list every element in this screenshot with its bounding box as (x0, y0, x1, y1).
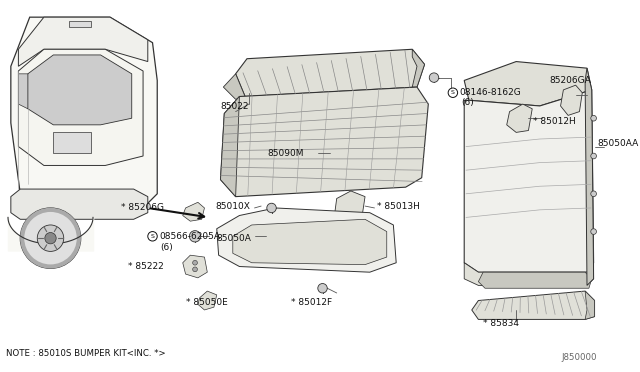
Circle shape (45, 232, 56, 244)
Polygon shape (236, 49, 424, 96)
Polygon shape (464, 90, 594, 272)
Text: J850000: J850000 (561, 353, 596, 362)
Circle shape (267, 203, 276, 213)
Text: * 85012H: * 85012H (533, 116, 576, 126)
Polygon shape (217, 208, 396, 272)
Text: S: S (451, 90, 455, 95)
Text: 08566-6205A: 08566-6205A (159, 232, 220, 241)
Polygon shape (585, 291, 595, 320)
Circle shape (189, 231, 201, 242)
Text: 08146-8162G: 08146-8162G (460, 88, 521, 97)
Text: (6): (6) (160, 243, 173, 252)
Polygon shape (19, 74, 28, 109)
Text: (6): (6) (461, 98, 474, 107)
Polygon shape (464, 263, 594, 285)
Text: * 85222: * 85222 (128, 262, 164, 271)
Circle shape (429, 73, 438, 82)
Circle shape (591, 153, 596, 159)
Text: * 85012F: * 85012F (291, 298, 332, 307)
Polygon shape (561, 85, 582, 115)
Polygon shape (335, 191, 365, 219)
Polygon shape (478, 272, 592, 288)
Polygon shape (472, 291, 595, 320)
Text: * 85206G: * 85206G (121, 203, 164, 212)
Circle shape (591, 115, 596, 121)
Polygon shape (19, 49, 143, 166)
Text: NOTE : 85010S BUMPER KIT<INC. *>: NOTE : 85010S BUMPER KIT<INC. *> (6, 349, 166, 358)
Polygon shape (11, 189, 148, 219)
Circle shape (20, 208, 81, 269)
Circle shape (193, 267, 197, 272)
Polygon shape (11, 17, 157, 217)
Text: 85206GA: 85206GA (549, 76, 591, 85)
Text: 85050AA: 85050AA (597, 139, 639, 148)
Polygon shape (223, 74, 245, 99)
Polygon shape (412, 49, 424, 87)
Circle shape (591, 229, 596, 234)
Polygon shape (464, 61, 592, 106)
Circle shape (37, 225, 64, 251)
Text: 85090M: 85090M (267, 149, 303, 158)
Text: * 85834: * 85834 (483, 319, 519, 328)
Polygon shape (69, 21, 91, 27)
Polygon shape (221, 96, 239, 197)
Circle shape (448, 88, 458, 97)
Circle shape (193, 260, 197, 265)
Polygon shape (507, 104, 532, 132)
Text: * 85013H: * 85013H (378, 202, 420, 211)
Text: 85050A: 85050A (217, 234, 252, 243)
Text: * 85050E: * 85050E (186, 298, 227, 307)
Polygon shape (233, 219, 387, 264)
Polygon shape (53, 132, 91, 153)
Polygon shape (585, 68, 594, 285)
Polygon shape (198, 291, 217, 310)
Text: 85010X: 85010X (215, 202, 250, 211)
Polygon shape (183, 255, 207, 278)
Polygon shape (221, 87, 428, 197)
Circle shape (148, 232, 157, 241)
Circle shape (591, 191, 596, 197)
Text: 85022: 85022 (221, 102, 249, 111)
Text: S: S (150, 234, 154, 239)
Polygon shape (183, 202, 204, 221)
Polygon shape (19, 17, 148, 66)
Circle shape (318, 283, 327, 293)
Polygon shape (28, 55, 132, 125)
